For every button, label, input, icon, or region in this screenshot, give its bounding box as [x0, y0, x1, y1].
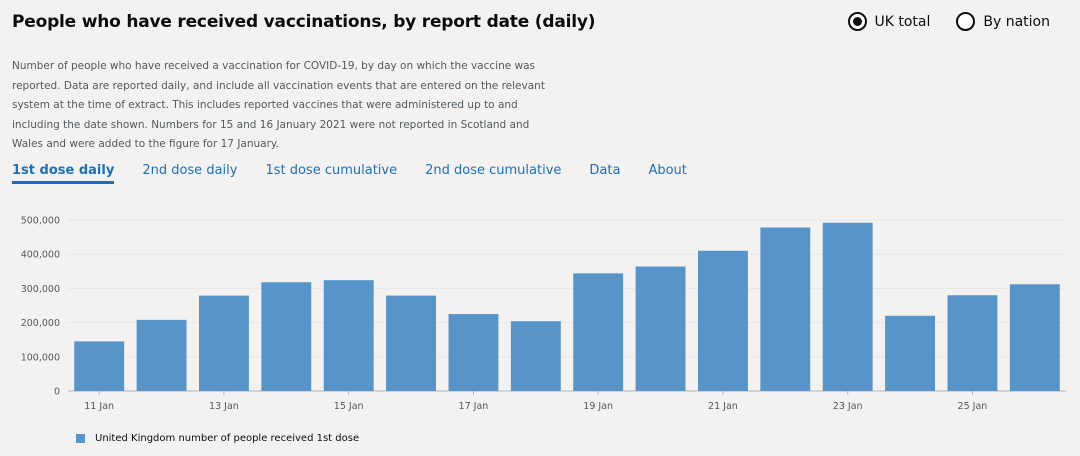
- tab-2nd-dose-daily[interactable]: 2nd dose daily: [142, 163, 238, 178]
- radio-by-nation-label: By nation: [983, 13, 1050, 30]
- bar: [947, 295, 998, 391]
- tab-1st-dose-cumulative[interactable]: 1st dose cumulative: [265, 163, 398, 178]
- x-tick-label: 17 Jan: [459, 401, 489, 412]
- tab-1st-dose-daily[interactable]: 1st dose daily: [12, 163, 115, 184]
- x-tick-label: 13 Jan: [209, 401, 239, 412]
- y-tick-label: 500,000: [21, 216, 60, 227]
- radio-uk-total-circle[interactable]: [847, 12, 867, 31]
- legend-swatch: [76, 434, 85, 443]
- vaccinations-bar-chart: 0 100,000 200,000 300,000 400,000 500,000 11 J…: [21, 216, 1066, 412]
- bar: [386, 295, 437, 391]
- y-tick-label: 300,000: [21, 284, 60, 295]
- radio-by-nation-circle[interactable]: [956, 12, 976, 31]
- bar: [448, 314, 499, 391]
- x-tick-label: 19 Jan: [583, 401, 613, 412]
- bar: [822, 222, 873, 391]
- chart-description: Number of people who have received a vac…: [12, 60, 545, 150]
- tab-data[interactable]: Data: [589, 163, 621, 178]
- bar: [198, 295, 249, 391]
- chart-tabs: 1st dose daily 2nd dose daily 1st dose c…: [12, 163, 687, 184]
- bar: [573, 273, 624, 391]
- x-tick-label: 15 Jan: [334, 401, 364, 412]
- x-tick-label: 21 Jan: [708, 401, 738, 412]
- bar: [635, 266, 686, 391]
- x-tick-label: 25 Jan: [958, 401, 988, 412]
- y-tick-label: 0: [54, 387, 60, 398]
- bar: [74, 341, 125, 391]
- x-tick-label: 11 Jan: [84, 401, 114, 412]
- radio-uk-total-label: UK total: [874, 13, 931, 30]
- x-tick-label: 23 Jan: [833, 401, 863, 412]
- bar: [1009, 284, 1060, 391]
- radio-by-nation[interactable]: By nation: [956, 12, 1050, 31]
- bar: [510, 321, 561, 391]
- area-type-radio-group: UK total By nation: [847, 12, 1050, 31]
- radio-uk-total[interactable]: UK total: [847, 12, 931, 31]
- tab-about[interactable]: About: [648, 163, 687, 178]
- bar: [697, 250, 748, 391]
- legend-label: United Kingdom number of people received…: [95, 433, 360, 444]
- bar: [760, 227, 811, 391]
- page-title: People who have received vaccinations, b…: [12, 12, 596, 32]
- chart-legend: United Kingdom number of people received…: [76, 433, 359, 444]
- bar: [323, 280, 374, 391]
- tab-2nd-dose-cumulative[interactable]: 2nd dose cumulative: [425, 163, 562, 178]
- y-tick-label: 200,000: [21, 318, 60, 329]
- bar: [885, 315, 936, 391]
- radio-selected-dot: [852, 17, 862, 26]
- y-tick-label: 100,000: [21, 352, 60, 363]
- y-tick-label: 400,000: [21, 250, 60, 261]
- bar: [136, 319, 187, 391]
- bar: [261, 282, 312, 391]
